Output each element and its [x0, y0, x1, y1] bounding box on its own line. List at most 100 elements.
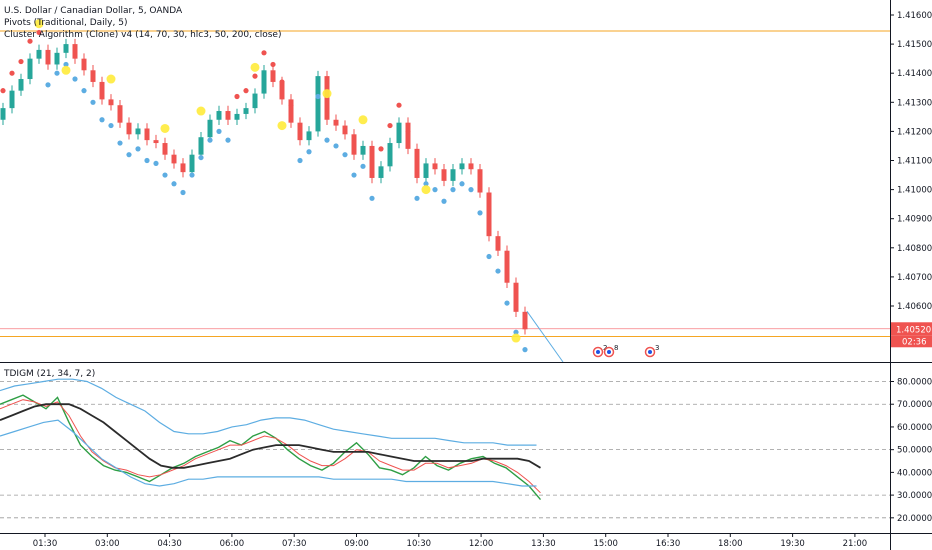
cluster-dot-blue: [513, 329, 519, 335]
cluster-dot-blue: [81, 88, 87, 94]
candle-body: [81, 58, 87, 71]
cluster-dot-red: [378, 146, 384, 152]
candle-body: [153, 140, 159, 144]
price-tick-label: 1.41000: [897, 186, 932, 196]
cluster-dot-blue: [522, 347, 528, 353]
candle-body: [108, 99, 114, 106]
candle-body: [270, 70, 276, 82]
candle-body: [306, 131, 312, 141]
time-tick-label: 21:00: [843, 539, 868, 549]
projection-line: [526, 310, 564, 363]
candle-body: [378, 166, 384, 178]
cluster-dot-blue: [306, 149, 312, 155]
symbol-legend[interactable]: U.S. Dollar / Canadian Dollar, 5, OANDA: [4, 6, 183, 16]
event-marker-count: 8: [614, 344, 618, 352]
cluster-dot-blue: [360, 163, 366, 169]
candle-body: [369, 145, 375, 178]
countdown-label-bg: [891, 335, 932, 348]
pivots-legend[interactable]: Pivots (Traditional, Daily, 5): [4, 18, 128, 28]
time-tick-label: 19:30: [780, 539, 805, 549]
time-tick-label: 10:30: [407, 539, 432, 549]
cluster-dot-blue: [90, 99, 96, 105]
candle-body: [522, 311, 528, 330]
cluster-dot-blue: [441, 198, 447, 204]
price-tick-label: 1.41400: [897, 69, 932, 79]
cluster-dot-yellow: [511, 333, 521, 343]
cluster-dot-blue: [63, 61, 69, 68]
candle-body: [315, 76, 321, 132]
pivot-lines: [0, 30, 890, 338]
cluster-dot-blue: [459, 181, 465, 187]
candles: [0, 38, 564, 363]
oscillator-pane: [0, 378, 890, 519]
cluster-dot-blue: [117, 140, 123, 146]
cluster-dot-yellow: [34, 19, 44, 29]
last-price-label: 1.40520: [896, 325, 931, 335]
cluster-dot-red: [270, 61, 276, 68]
candle-body: [513, 282, 519, 312]
candle-body: [333, 119, 339, 126]
event-marker-dot: [648, 350, 652, 354]
candle-body: [9, 90, 15, 109]
event-marker-count: 3: [655, 344, 659, 352]
candle-body: [342, 125, 348, 135]
time-tick-label: 16:30: [656, 539, 681, 549]
cluster-dot-blue: [324, 137, 330, 143]
cluster-dot-blue: [477, 210, 483, 216]
oscillator-tick-label: 40.00000: [897, 468, 932, 478]
cluster-dot-blue: [153, 160, 159, 167]
cluster-legend[interactable]: Cluster Algorithm (Clone) v4 (14, 70, 30…: [4, 30, 282, 40]
candle-body: [162, 143, 168, 155]
candle-body: [54, 52, 60, 65]
cluster-dot-blue: [189, 172, 195, 178]
cluster-dot-blue: [216, 128, 222, 134]
price-tick-label: 1.41100: [897, 157, 932, 167]
cluster-dot-blue: [432, 187, 438, 193]
candle-body: [45, 49, 51, 65]
oscillator-fast-line: [0, 394, 542, 501]
candle-body: [279, 81, 285, 100]
candle-body: [261, 70, 267, 94]
oscillator-signal-line: [0, 399, 541, 494]
candle-body: [90, 70, 96, 82]
candle-body: [396, 122, 402, 144]
candle-body: [18, 79, 24, 91]
price-tick-label: 1.40600: [897, 302, 932, 312]
candle-body: [135, 128, 141, 135]
candle-body: [189, 154, 195, 173]
candle-body: [207, 119, 213, 138]
cluster-dot-blue: [369, 195, 375, 201]
candle-body: [432, 163, 438, 170]
oscillator-legend[interactable]: TDIGM (21, 34, 7, 2): [4, 369, 96, 379]
time-tick-label: 09:00: [344, 539, 369, 549]
cluster-dot-blue: [414, 195, 420, 201]
cluster-dot-yellow: [277, 121, 287, 131]
price-tick-label: 1.41500: [897, 40, 932, 50]
cluster-dot-blue: [486, 253, 492, 260]
candle-body: [423, 163, 429, 178]
event-marker-dot: [596, 350, 600, 354]
candle-body: [225, 111, 231, 120]
cluster-dot-blue: [171, 181, 177, 187]
candle-body: [450, 169, 456, 181]
cluster-dot-red: [279, 79, 285, 85]
cluster-dot-red: [387, 122, 393, 129]
candle-body: [198, 137, 204, 155]
cluster-dot-red: [288, 102, 294, 108]
candle-body: [468, 163, 474, 170]
cluster-dot-red: [396, 102, 402, 108]
candle-body: [126, 122, 132, 135]
cluster-dot-red: [9, 70, 15, 76]
price-tick-label: 1.41300: [897, 98, 932, 108]
cluster-dot-blue: [180, 189, 186, 196]
price-tick-label: 1.40700: [897, 273, 932, 283]
oscillator-tick-label: 60.00000: [897, 423, 932, 433]
candle-body: [63, 44, 69, 53]
candle-body: [36, 49, 42, 59]
cluster-dot-yellow: [250, 62, 260, 72]
cluster-dot-blue: [495, 268, 501, 274]
cluster-dot-blue: [198, 154, 204, 161]
